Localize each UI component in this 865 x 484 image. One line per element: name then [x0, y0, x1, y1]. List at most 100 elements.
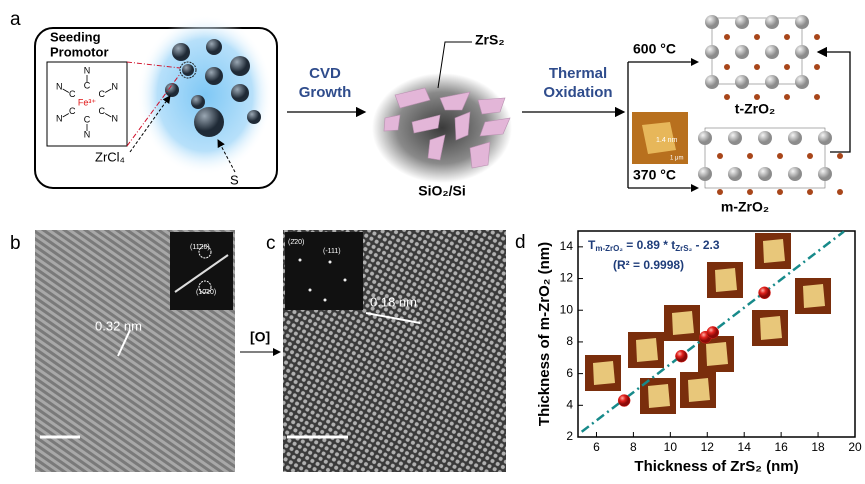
spot-label: (10̄10): [196, 289, 216, 296]
o-atom: [814, 94, 820, 100]
temperature: 600 °C: [633, 41, 676, 57]
ligand-atom: C: [84, 80, 91, 90]
saed-inset: [170, 232, 233, 310]
phase-label: t-ZrO₂: [735, 101, 775, 117]
x-tick-label: 12: [701, 440, 715, 454]
o-atom: [784, 94, 790, 100]
zr-atom: [818, 131, 832, 145]
y-tick-label: 8: [566, 334, 573, 348]
flake-label: ZrS₂: [475, 32, 505, 48]
data-point: [617, 394, 631, 407]
spot-label: (-111): [323, 248, 341, 255]
afm-thumb-flake: [636, 338, 658, 362]
x-tick-label: 18: [811, 440, 825, 454]
spot-ring: [198, 245, 212, 259]
y-axis-label: Thickness of m-ZrO₂ (nm): [536, 242, 553, 426]
o-atom: [807, 189, 813, 195]
panel-label: d: [515, 232, 526, 253]
o-atom: [754, 34, 760, 40]
o-atom: [837, 153, 843, 159]
o-atom: [784, 64, 790, 70]
ligand-atom: N: [111, 113, 118, 123]
zr-atom: [758, 167, 772, 181]
zr-atom: [818, 167, 832, 181]
spacing-mark: [365, 312, 421, 324]
zr-atom: [758, 131, 772, 145]
ligand-atom: C: [98, 89, 105, 99]
fit-line: [580, 230, 845, 433]
saed-spot: [323, 298, 327, 302]
phase-label: m-ZrO₂: [721, 199, 769, 215]
flake: [427, 134, 446, 161]
equation-part: T: [588, 238, 596, 252]
panel-label: a: [10, 9, 21, 30]
saed-spot: [298, 258, 302, 262]
x-axis-label: Thickness of ZrS₂ (nm): [634, 458, 798, 475]
temperature: 370 °C: [633, 167, 676, 183]
x-tick-label: 16: [774, 440, 788, 454]
zr-atom: [728, 131, 742, 145]
y-tick-label: 10: [560, 302, 574, 316]
o-atom: [724, 64, 730, 70]
pointer: [129, 95, 171, 153]
spot-ring: [198, 280, 212, 294]
pointer: [437, 41, 472, 89]
x-tick-label: 10: [664, 440, 678, 454]
metal: Fe³⁺: [78, 97, 97, 107]
afm-thumb-flake: [803, 284, 825, 308]
zr-atom: [795, 45, 809, 59]
afm-flake: [642, 122, 676, 154]
ligand-atom: C: [69, 106, 76, 116]
step: Growth: [299, 84, 352, 101]
bond: [62, 113, 70, 118]
step: Oxidation: [543, 84, 612, 101]
afm-thumb-flake: [760, 316, 782, 340]
data-point: [706, 326, 720, 339]
zr-atom: [765, 15, 779, 29]
sphere: [231, 84, 249, 102]
step: Thermal: [549, 65, 607, 82]
afm-thumb-flake: [706, 342, 728, 366]
cell: [711, 17, 803, 85]
spot-label: (11̄20): [190, 244, 210, 251]
saed-spot: [308, 288, 312, 292]
highlight: [179, 61, 197, 79]
afm-thumb-flake: [688, 378, 710, 402]
zr-atom: [705, 45, 719, 59]
equation: Tm-ZrO₂ = 0.89 * tZrS₂ - 2.3: [588, 238, 720, 253]
equation-part: - 2.3: [692, 238, 720, 252]
afm-thumb-flake: [648, 384, 670, 408]
caption: Promotor: [50, 44, 109, 59]
zr-atom: [765, 45, 779, 59]
o-atom: [807, 153, 813, 159]
sphere: [194, 107, 224, 137]
ligand-atom: N: [84, 129, 91, 139]
y-tick-label: 4: [566, 397, 573, 411]
frame: [34, 27, 278, 189]
plot-frame: [577, 230, 856, 438]
saed-spot: [343, 278, 347, 282]
zr-atom: [705, 15, 719, 29]
bond: [104, 88, 112, 93]
o-atom: [747, 153, 753, 159]
o-atom: [814, 64, 820, 70]
o-atom: [837, 189, 843, 195]
substrate-label: SiO₂/Si: [418, 183, 465, 199]
afm-thumb-flake: [672, 311, 694, 335]
zr-atom: [728, 167, 742, 181]
caption: Seeding: [50, 29, 101, 44]
zr-atom: [698, 131, 712, 145]
ligand-atom: N: [56, 113, 63, 123]
flake: [439, 91, 471, 111]
cell: [704, 127, 826, 189]
sphere: [230, 56, 250, 76]
o-atom: [754, 64, 760, 70]
sphere: [191, 95, 205, 109]
flake: [469, 141, 491, 169]
x-tick-label: 14: [738, 440, 752, 454]
data-point: [758, 286, 771, 300]
flake: [479, 117, 511, 137]
sphere: [172, 43, 190, 61]
o-atom: [724, 94, 730, 100]
